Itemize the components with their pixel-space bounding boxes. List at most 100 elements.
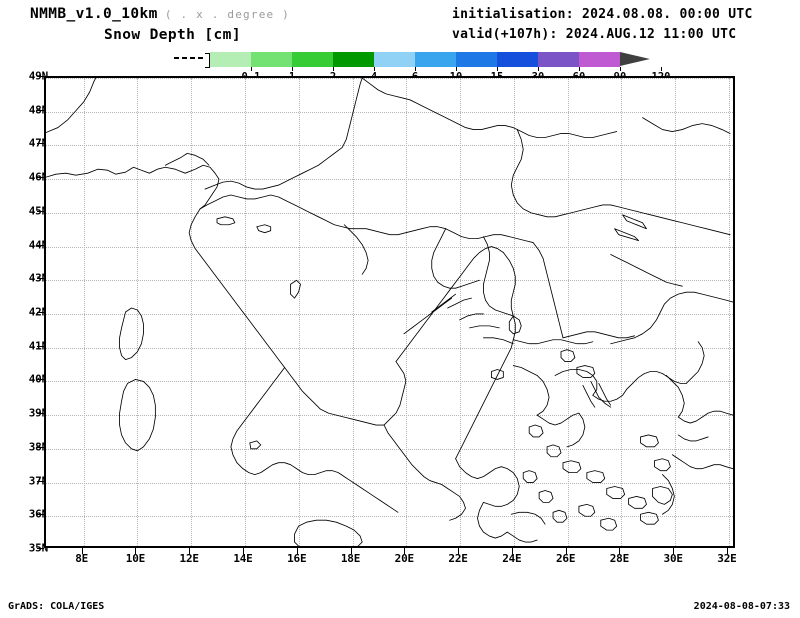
longitude-tick (135, 548, 137, 554)
longitude-tick (296, 548, 298, 554)
colorbar-segment (456, 52, 497, 67)
colorbar-segment (333, 52, 374, 67)
gridline-meridian (675, 78, 677, 546)
gridline-meridian (352, 78, 354, 546)
latitude-tick (37, 109, 44, 111)
gridline-parallel (46, 246, 733, 248)
gridline-parallel (46, 347, 733, 349)
longitude-tick (189, 548, 191, 554)
colorbar-tick (456, 67, 457, 71)
colorbar-segment (497, 52, 538, 67)
longitude-tick-label: 20E (394, 552, 414, 565)
colorbar-tick (374, 67, 375, 71)
longitude-tick-label: 10E (125, 552, 146, 565)
longitude-tick-label: 28E (609, 552, 630, 565)
colorbar-tick (661, 67, 662, 71)
colorbar-tick (251, 67, 252, 71)
gridline-parallel (46, 516, 733, 518)
longitude-tick (458, 548, 460, 554)
gridline-meridian (567, 78, 569, 546)
colorbar-tick (620, 67, 621, 71)
colorbar-tick (333, 67, 334, 71)
latitude-tick (37, 548, 44, 549)
gridline-parallel (46, 212, 733, 214)
colorbar-segments (210, 52, 650, 67)
longitude-tick (404, 548, 406, 554)
gridline-parallel (46, 448, 733, 450)
longitude-tick (565, 548, 567, 554)
colorbar-segment (210, 52, 251, 67)
colorbar-segment (374, 52, 415, 67)
gridline-meridian (244, 78, 246, 546)
model-name: NMMB_v1.0_10km (30, 6, 158, 22)
gridline-parallel (46, 381, 733, 383)
gridline-parallel (46, 78, 733, 79)
gridline-parallel (46, 145, 733, 147)
latitude-tick (37, 446, 44, 448)
latitude-tick (37, 379, 44, 381)
longitude-tick-label: 16E (287, 552, 307, 565)
colorbar-segment (251, 52, 292, 67)
gridline-parallel (46, 482, 733, 484)
colorbar-tick (579, 67, 580, 71)
latitude-tick (37, 244, 44, 246)
gridline-meridian (460, 78, 462, 546)
colorbar-segment (538, 52, 579, 67)
gridline-meridian (406, 78, 408, 546)
longitude-tick (673, 548, 675, 554)
longitude-tick (726, 548, 728, 554)
longitude-tick-label: 14E (233, 552, 253, 565)
colorbar-overflow-arrow (620, 52, 650, 66)
longitude-tick-label: 12E (179, 552, 199, 565)
missing-value-marker-icon (174, 53, 210, 68)
gridline-parallel (46, 415, 733, 417)
latitude-tick (37, 514, 44, 516)
latitude-tick (37, 76, 44, 77)
longitude-tick (242, 548, 244, 554)
latitude-tick (37, 413, 44, 415)
gridline-meridian (83, 78, 85, 546)
gridline-meridian (298, 78, 300, 546)
latitude-tick (37, 210, 44, 212)
colorbar-segment (292, 52, 333, 67)
model-title: NMMB_v1.0_10km ( . x . degree ) (30, 6, 290, 22)
gridline-parallel (46, 314, 733, 315)
latitude-tick (37, 345, 44, 347)
gridline-parallel (46, 111, 733, 113)
longitude-tick-label: 24E (502, 552, 522, 565)
longitude-tick-label: 30E (663, 552, 683, 565)
model-resolution-note: ( . x . degree ) (164, 8, 290, 21)
longitude-tick-label: 32E (717, 552, 737, 565)
gridline-meridian (728, 78, 730, 546)
longitude-tick (350, 548, 352, 554)
longitude-tick-label: 26E (555, 552, 576, 565)
gridline-meridian (191, 78, 193, 546)
colorbar-segment (579, 52, 620, 67)
coastline-borders-overlay (46, 78, 733, 546)
longitude-tick-label: 8E (75, 552, 89, 565)
longitude-tick (81, 548, 83, 554)
render-timestamp: 2024-08-08-07:33 (693, 601, 790, 612)
gridline-meridian (137, 78, 139, 546)
colorbar-tick (538, 67, 539, 71)
longitude-tick-label: 22E (448, 552, 468, 565)
latitude-tick (37, 480, 44, 482)
gridline-meridian (621, 78, 623, 546)
valid-time-text: valid(+107h): 2024.AUG.12 11:00 UTC (452, 27, 737, 42)
colorbar-tick (497, 67, 498, 71)
grads-credit: GrADS: COLA/IGES (8, 601, 105, 612)
longitude-tick (511, 548, 513, 554)
gridline-parallel (46, 280, 733, 282)
colorbar-tick (415, 67, 416, 71)
gridline-meridian (513, 78, 515, 546)
colorbar-segment (415, 52, 456, 67)
latitude-tick (37, 143, 44, 145)
variable-title: Snow Depth [cm] (104, 27, 241, 43)
longitude-tick-label: 18E (340, 552, 361, 565)
gridline-parallel (46, 179, 733, 181)
map-plot-area (44, 76, 735, 548)
latitude-tick (37, 312, 44, 313)
latitude-tick (37, 177, 44, 179)
longitude-tick (619, 548, 621, 554)
